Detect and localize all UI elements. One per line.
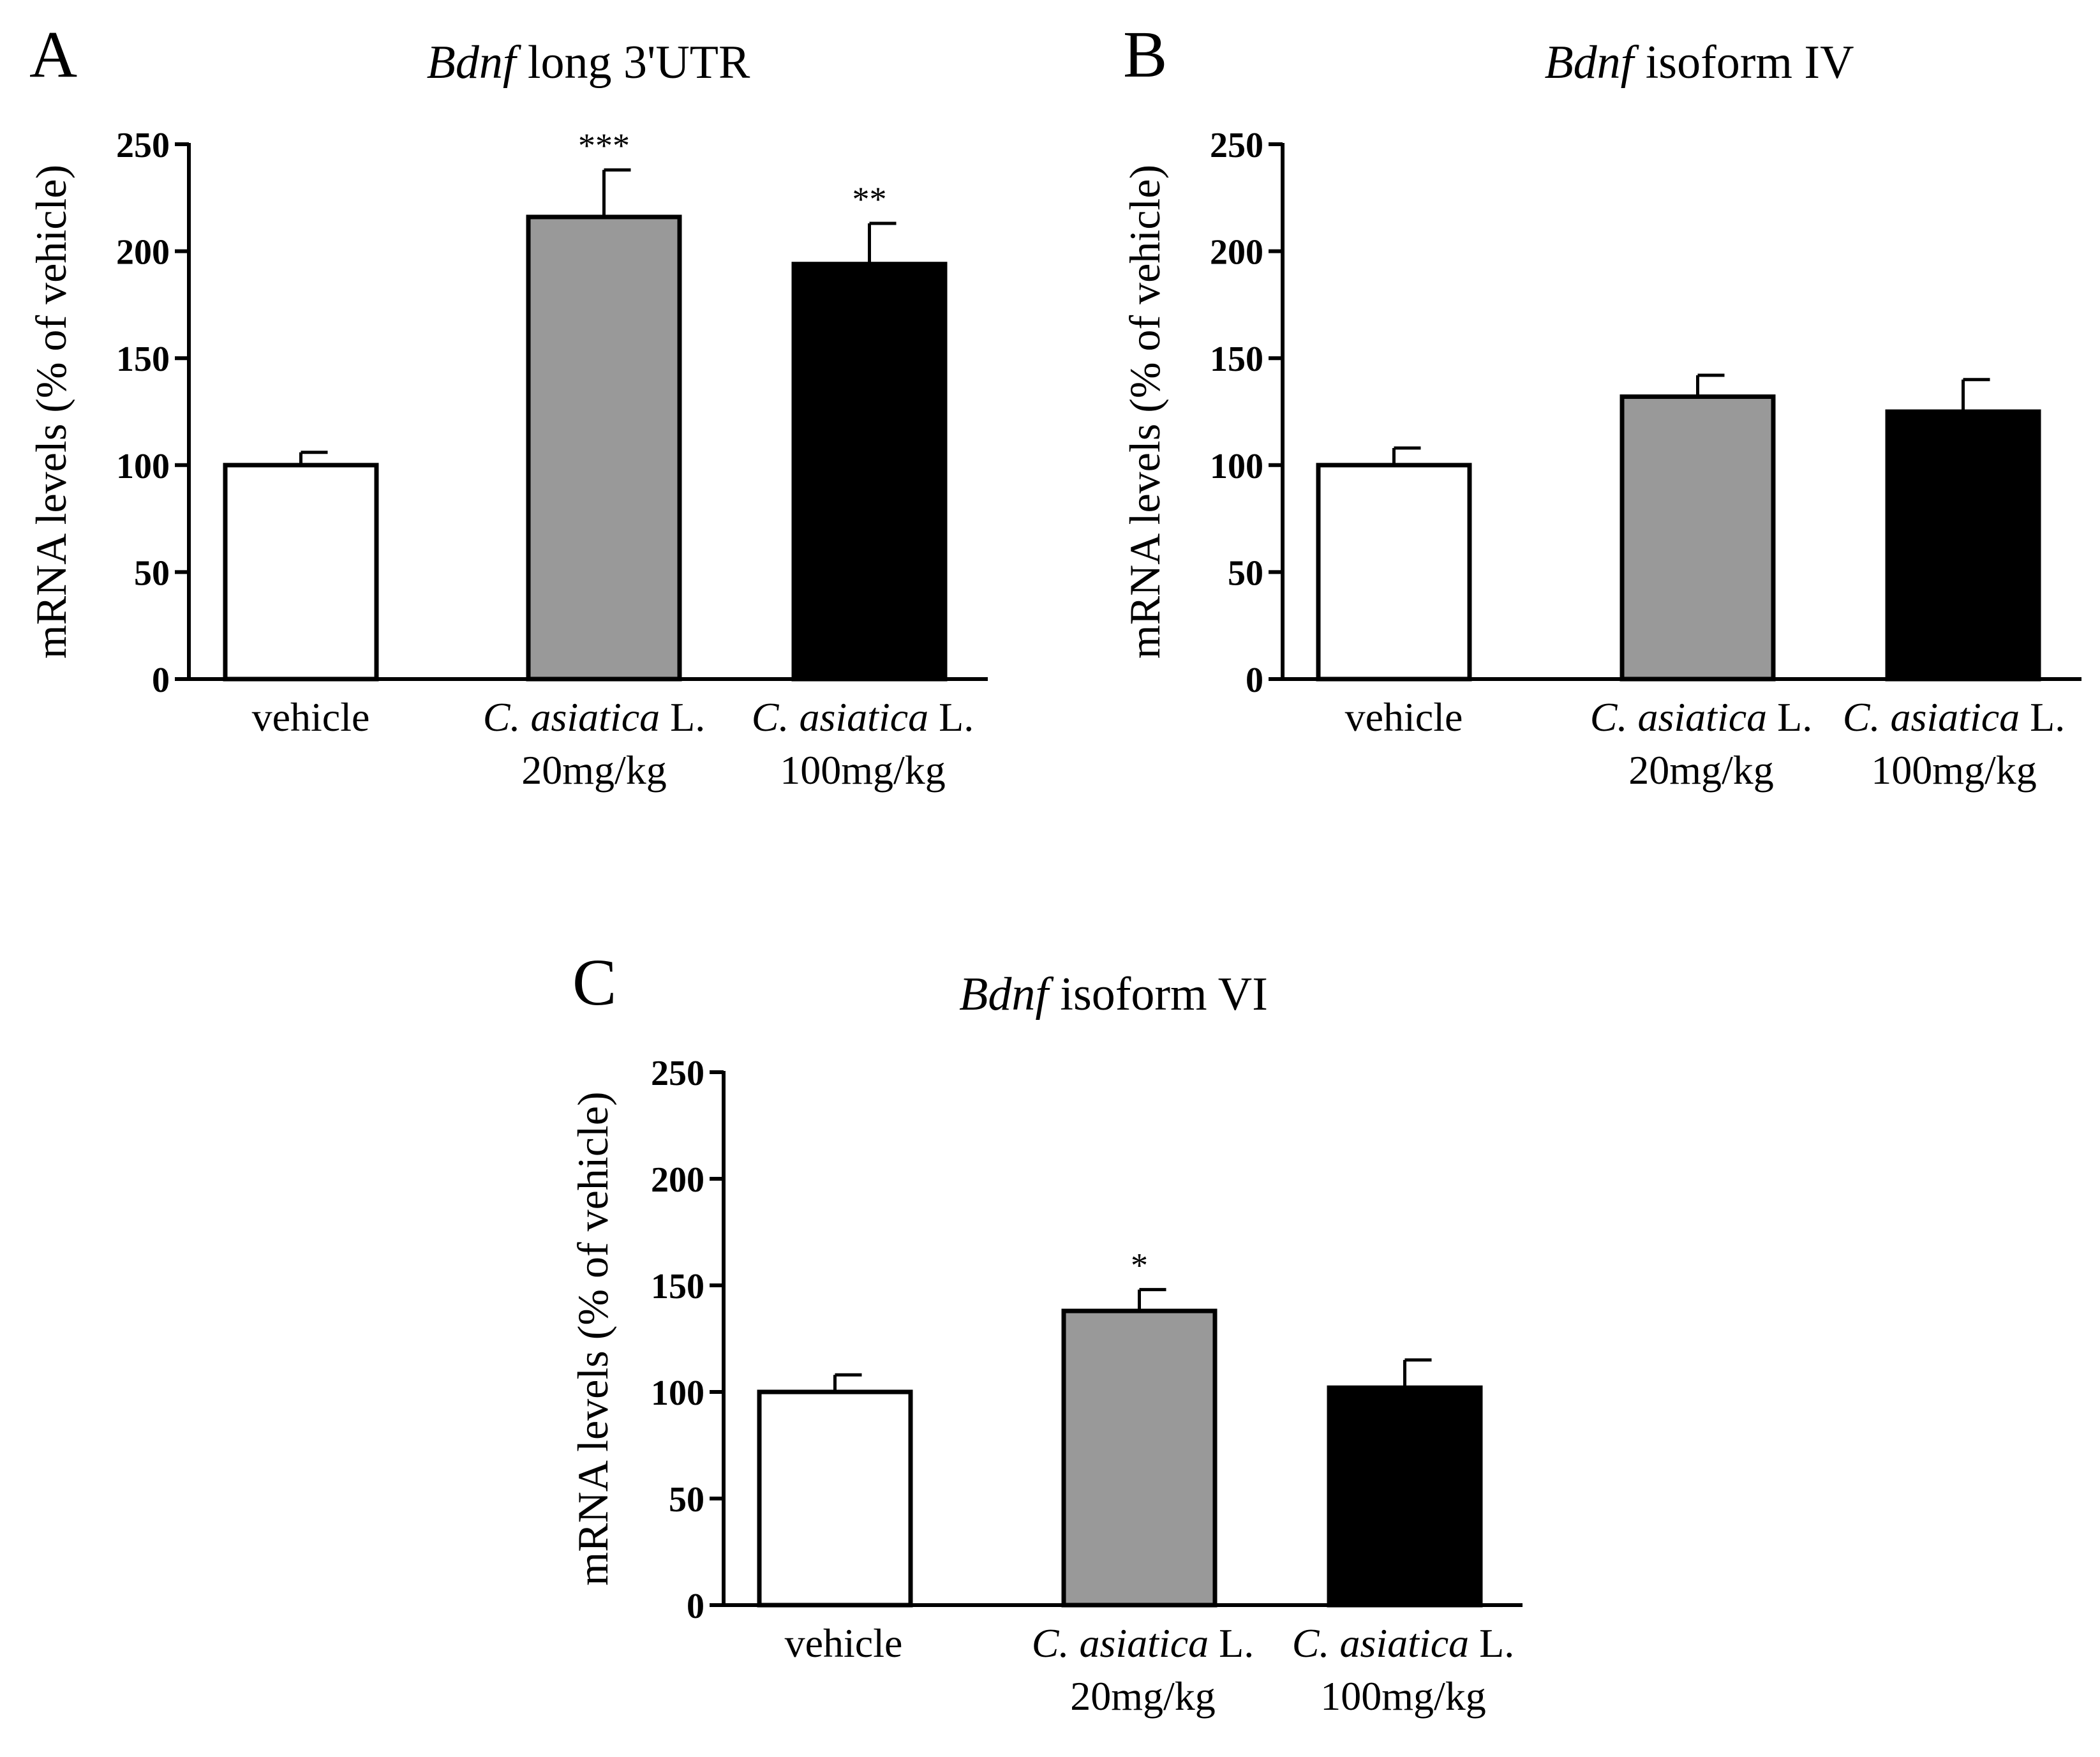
chart-panel-c: C Bdnf isoform VI mRNA levels (% of vehicl… — [569, 946, 1523, 1719]
x-category-label: C. asiatica L. — [1032, 1620, 1254, 1666]
chart-panel-b: B Bdnf isoform IV mRNA levels (% of vehicl… — [1121, 18, 2081, 793]
y-axis-label: mRNA levels (% of vehicle) — [569, 1091, 617, 1585]
chart-title: Bdnf isoform IV — [1544, 36, 1854, 89]
x-category-label: C. asiatica L. — [1590, 694, 1812, 740]
x-category-suffix: L. — [1469, 1620, 1514, 1666]
x-category-species: C. asiatica — [483, 694, 660, 740]
y-tick-label: 150 — [651, 1267, 704, 1306]
chart-title: Bdnf isoform VI — [959, 968, 1268, 1021]
y-tick-label: 250 — [1210, 126, 1263, 165]
x-category-species: C. asiatica — [1292, 1620, 1469, 1666]
x-category-species: C. asiatica — [1843, 694, 2020, 740]
y-tick-label: 100 — [651, 1373, 704, 1413]
x-category-species: C. asiatica — [752, 694, 928, 740]
chart-title-gene: Bdnf — [1544, 36, 1639, 89]
bar — [1061, 1308, 1218, 1608]
x-category-label: C. asiatica L. — [1292, 1620, 1514, 1666]
chart-title-gene: Bdnf — [959, 968, 1054, 1021]
chart-title-rest: isoform VI — [1048, 968, 1268, 1021]
y-tick-label: 100 — [1210, 447, 1263, 486]
panel-letter: B — [1123, 18, 1167, 91]
bar — [1885, 409, 2041, 682]
chart-title-rest: isoform IV — [1634, 36, 1854, 89]
x-category-suffix: L. — [660, 694, 705, 740]
significance-marker: * — [1131, 1246, 1148, 1285]
y-tick-label: 50 — [669, 1480, 704, 1520]
chart-panel-a: A Bdnf long 3'UTR mRNA levels (% of vehicl… — [27, 18, 988, 793]
x-category-label: C. asiatica L. — [1843, 694, 2065, 740]
bar — [791, 262, 948, 682]
x-category-label: vehicle — [252, 694, 370, 740]
chart-title-gene: Bdnf — [427, 36, 522, 89]
y-axis-label: mRNA levels (% of vehicle) — [1121, 165, 1169, 659]
x-category-species: C. asiatica — [1032, 1620, 1209, 1666]
x-category-dose: 20mg/kg — [1628, 747, 1774, 793]
bar — [1316, 463, 1472, 682]
y-tick-label: 250 — [116, 126, 170, 165]
chart-title: Bdnf long 3'UTR — [427, 36, 750, 89]
y-tick-label: 200 — [1210, 233, 1263, 273]
y-tick-label: 50 — [1228, 553, 1263, 593]
x-category-label: C. asiatica L. — [752, 694, 974, 740]
x-category-species: C. asiatica — [1590, 694, 1767, 740]
x-category-dose: 100mg/kg — [1871, 747, 2037, 793]
x-category-dose: 20mg/kg — [1070, 1673, 1216, 1719]
bar — [223, 463, 379, 682]
panel-letter: C — [572, 946, 616, 1019]
y-tick-label: 150 — [116, 340, 170, 379]
x-category-suffix: L. — [2020, 694, 2065, 740]
bar — [526, 214, 682, 682]
x-category-dose: 20mg/kg — [521, 747, 667, 793]
y-tick-label: 50 — [134, 553, 170, 593]
x-category-label: C. asiatica L. — [483, 694, 705, 740]
y-tick-label: 0 — [687, 1587, 704, 1626]
bar — [757, 1389, 913, 1608]
y-tick-label: 0 — [152, 661, 170, 700]
y-tick-label: 0 — [1246, 661, 1263, 700]
x-category-dose: 100mg/kg — [780, 747, 946, 793]
y-tick-label: 250 — [651, 1054, 704, 1093]
y-tick-label: 100 — [116, 447, 170, 486]
y-tick-label: 150 — [1210, 340, 1263, 379]
y-axis-label: mRNA levels (% of vehicle) — [27, 165, 75, 659]
significance-marker: ** — [853, 180, 887, 218]
bar — [1620, 394, 1776, 682]
panel-letter: A — [29, 18, 77, 91]
y-tick-label: 200 — [651, 1160, 704, 1200]
x-category-dose: 100mg/kg — [1320, 1673, 1486, 1719]
bar — [1327, 1385, 1483, 1608]
x-category-suffix: L. — [928, 694, 974, 740]
x-category-label: vehicle — [1345, 694, 1463, 740]
significance-marker: *** — [578, 126, 630, 165]
x-category-suffix: L. — [1767, 694, 1812, 740]
y-tick-label: 200 — [116, 233, 170, 273]
chart-title-rest: long 3'UTR — [516, 36, 750, 89]
x-category-suffix: L. — [1209, 1620, 1254, 1666]
x-category-label: vehicle — [785, 1620, 903, 1666]
